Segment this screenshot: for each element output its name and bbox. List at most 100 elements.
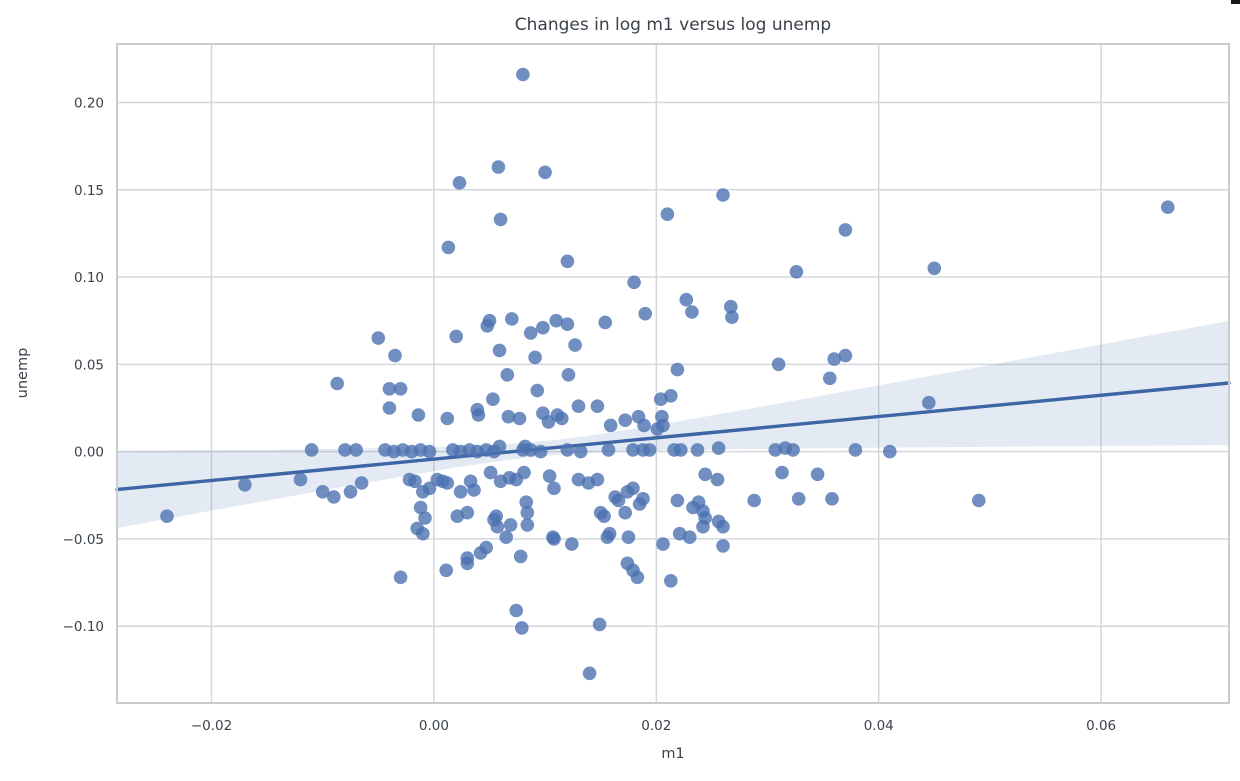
scatter-point [349, 443, 363, 457]
scatter-point [382, 401, 397, 415]
scatter-point [501, 409, 516, 424]
y-tick-label: 0.05 [74, 357, 104, 373]
scatter-point [490, 519, 505, 534]
scatter-point [371, 331, 386, 345]
scatter-point [503, 518, 518, 532]
y-tick-label: −0.10 [63, 619, 104, 635]
scatter-point [571, 399, 586, 414]
scatter-point [382, 382, 397, 396]
scatter-point [716, 519, 730, 534]
scatter-point [441, 240, 456, 255]
scatter-point [523, 326, 538, 340]
y-tick-label: 0.00 [74, 445, 104, 461]
confidence-band [117, 320, 1229, 528]
scatter-point [492, 439, 507, 454]
scatter-point [670, 493, 685, 508]
scatter-point [618, 413, 632, 428]
scatter-point [685, 305, 699, 319]
scatter-point [724, 299, 738, 314]
scatter-point [440, 411, 455, 426]
scatter-point [690, 443, 705, 457]
y-tick-label: 0.15 [74, 183, 104, 199]
scatter-point [517, 465, 531, 480]
scatter-point [515, 621, 529, 635]
scatter-point [927, 261, 942, 276]
scatter-point [789, 265, 804, 279]
scatter-point [602, 526, 617, 541]
scatter-point [786, 443, 800, 457]
scatter-point [528, 350, 542, 365]
scatter-point [523, 443, 538, 457]
scatter-point [716, 188, 730, 202]
scatter-point [716, 539, 730, 553]
scatter-point [304, 443, 319, 457]
scatter-point [1161, 200, 1175, 214]
scatter-point [560, 254, 575, 269]
scatter-point [492, 343, 507, 358]
scatter-point [642, 443, 657, 457]
chart-title: Changes in log m1 versus log unemp [515, 15, 831, 35]
scatter-point [538, 165, 552, 180]
scatter-point [597, 509, 611, 523]
x-tick-label: −0.02 [191, 718, 232, 734]
y-tick-label: 0.20 [74, 95, 104, 111]
scatter-point [473, 546, 488, 560]
scatter-point [656, 537, 670, 551]
y-tick-label: −0.05 [63, 532, 104, 548]
scatter-point [418, 511, 432, 525]
scatter-point [520, 518, 535, 532]
scatter-point [679, 292, 694, 307]
scatter-point [710, 472, 725, 487]
scatter-point [520, 505, 535, 520]
scatter-point [972, 493, 986, 508]
scatter-point [618, 505, 632, 520]
scatter-point [791, 492, 806, 506]
scatter-point [682, 530, 697, 544]
scatter-point [637, 418, 651, 433]
scatter-point [747, 493, 761, 508]
scatter-point [440, 476, 455, 490]
scatter-point [883, 444, 897, 459]
scatter-point [416, 526, 430, 541]
scatter-point [486, 392, 500, 407]
scatter-point [573, 444, 588, 459]
scatter-point [626, 443, 640, 457]
scatter-point [293, 472, 308, 487]
scatter-point [516, 67, 530, 82]
scatter-point [388, 348, 402, 363]
scatter-point [327, 490, 341, 504]
scatter-point [549, 313, 563, 328]
scatter-point [660, 207, 675, 221]
scatter-point [408, 474, 422, 489]
scatter-point [771, 357, 786, 372]
scatter-point [499, 530, 513, 544]
scatter-point [453, 485, 468, 499]
scatter-point [711, 441, 726, 455]
scatter-point [636, 492, 650, 506]
scatter-point [838, 223, 853, 237]
scatter-point [560, 317, 575, 332]
scatter-point [452, 176, 467, 190]
scatter-point [393, 382, 408, 396]
scatter-point [823, 371, 837, 386]
scatter-point [530, 383, 545, 398]
scatter-point [598, 315, 612, 330]
scatter-point [439, 563, 454, 578]
scatter-point [664, 389, 678, 403]
scatter-point [560, 443, 575, 457]
scatter-point [621, 530, 636, 544]
scatter-point [422, 444, 437, 459]
x-axis-label: m1 [661, 746, 684, 762]
scatter-point [422, 481, 437, 496]
scatter-point [825, 492, 839, 506]
regression-line [115, 381, 1231, 492]
scatter-point [775, 465, 789, 480]
scatter-point [505, 312, 519, 326]
scatter-point [238, 478, 252, 492]
scatter-point [460, 505, 475, 520]
y-tick-label: 0.10 [74, 270, 104, 286]
scatter-point [664, 574, 678, 588]
scatter-point [603, 418, 618, 433]
